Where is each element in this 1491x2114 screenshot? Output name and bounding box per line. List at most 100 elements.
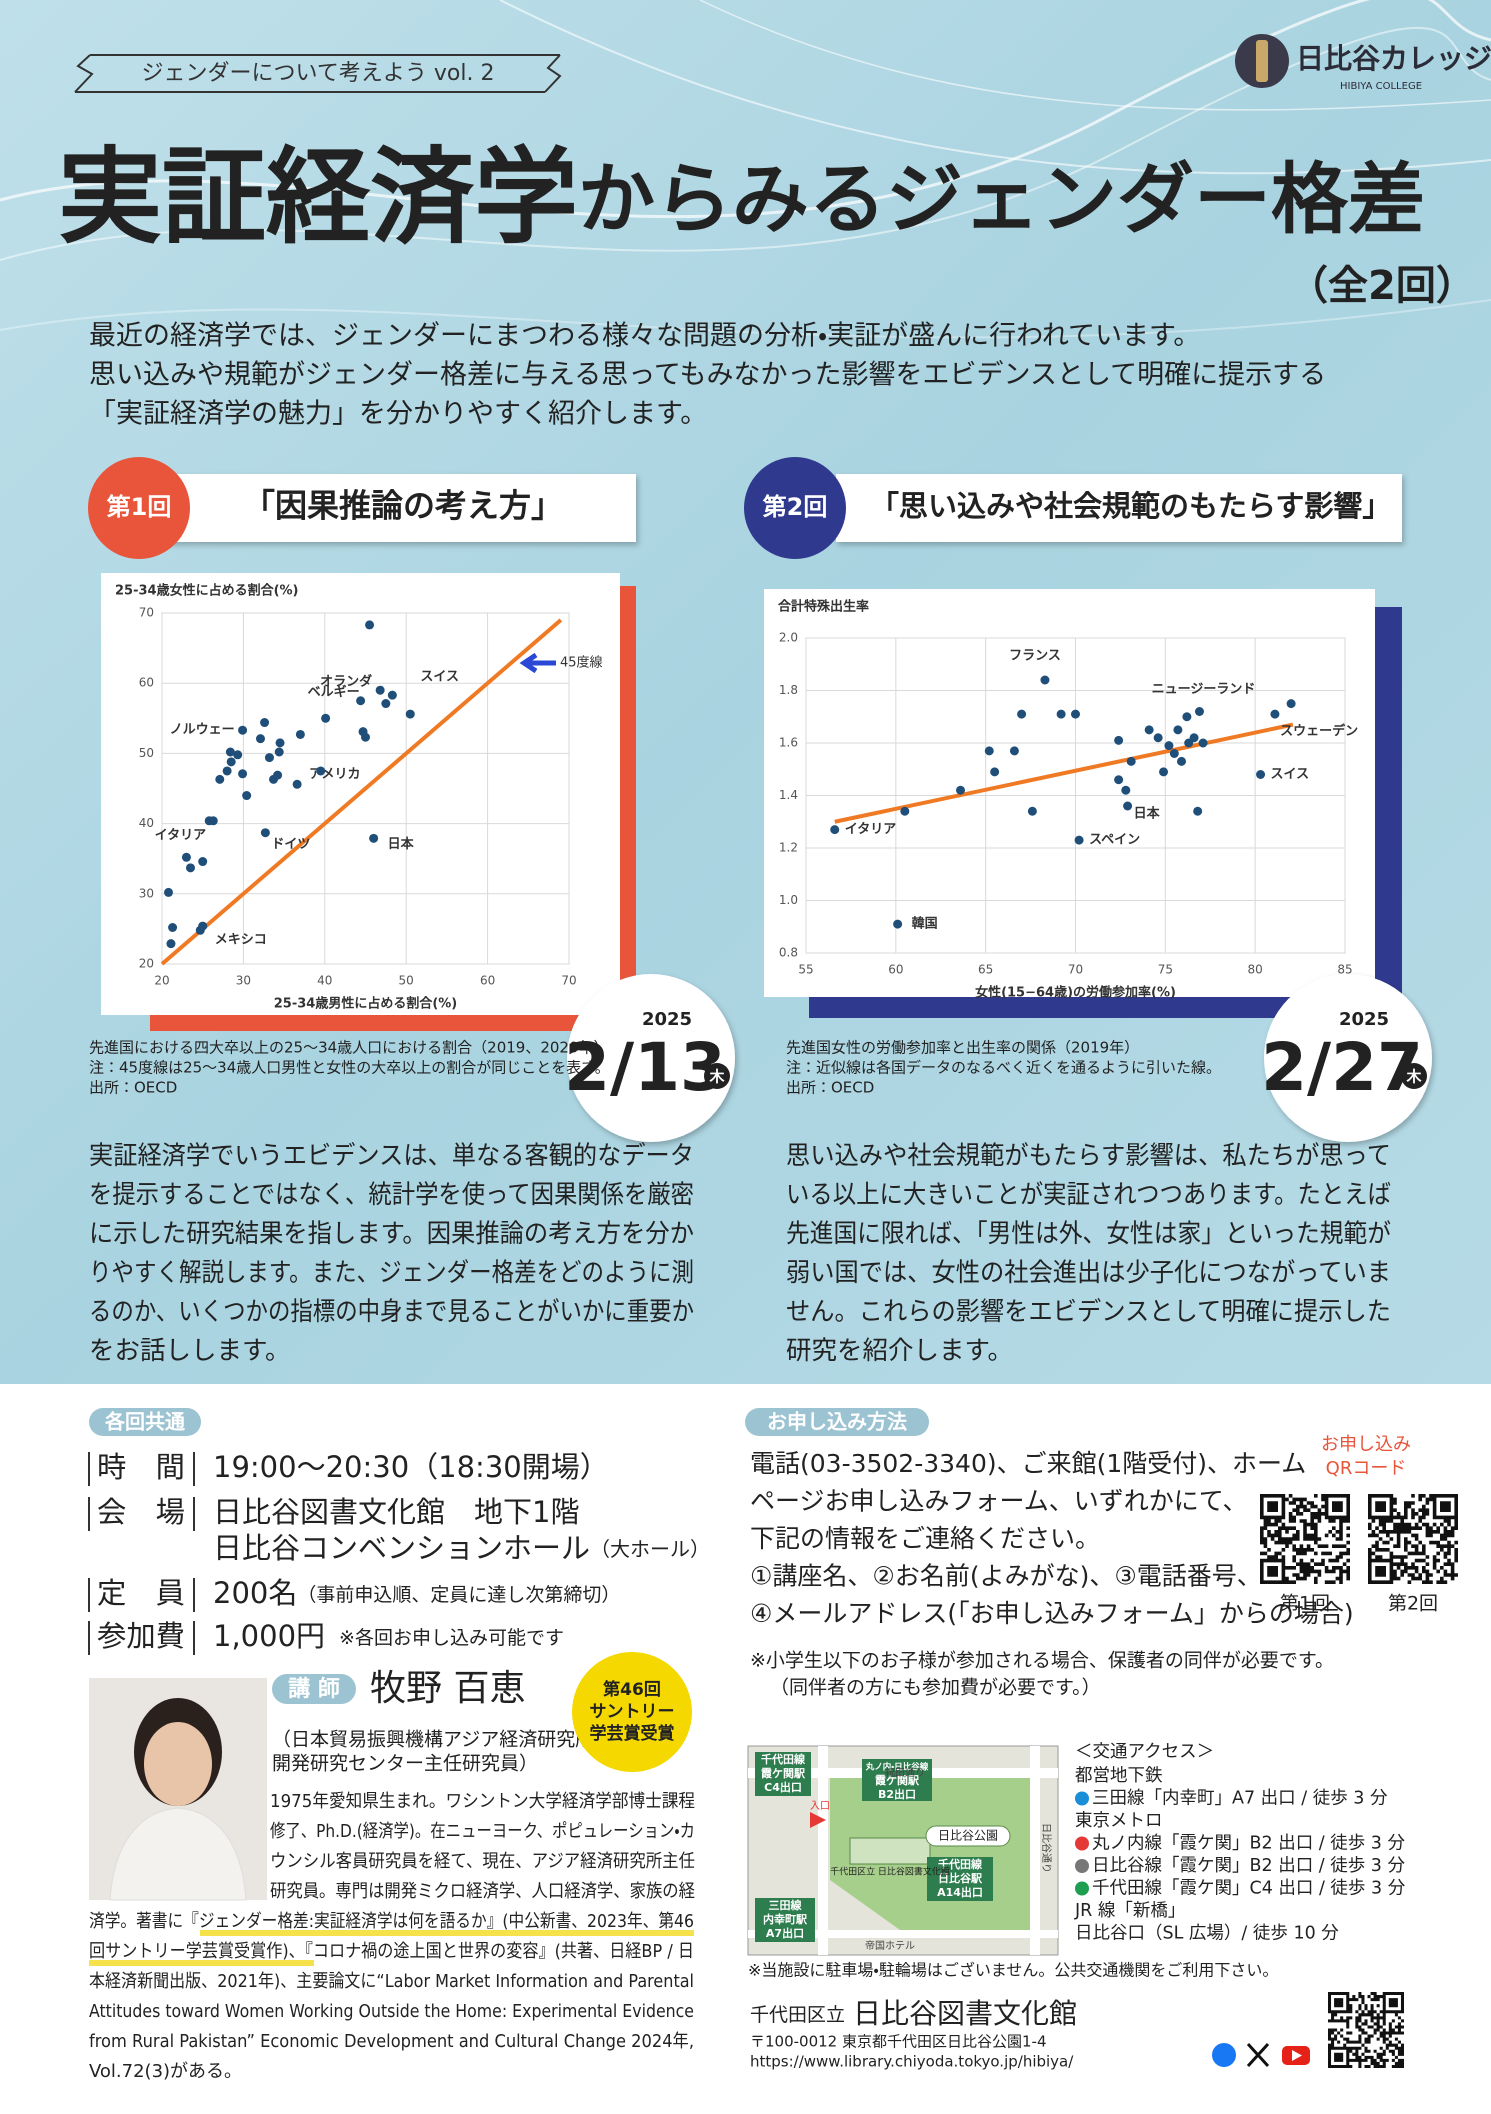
role-pill — [272, 1674, 356, 1704]
affiliation: （日本貿易振興機構アジア経済研究所 — [272, 1729, 594, 1751]
point-label: イタリア — [845, 822, 896, 837]
swooshes — [0, 0, 1491, 339]
y-axis-label: 合計特殊出生率 — [778, 599, 869, 615]
point-label: スウェーデン — [1280, 723, 1358, 739]
description-line: 研究を紹介します。 — [786, 1336, 1013, 1366]
bio-line: Vol.72(3)がある。 — [89, 2061, 242, 2082]
point — [1126, 756, 1136, 766]
facebook-icon — [1212, 2043, 1236, 2067]
y-tick-label: 1.8 — [779, 683, 798, 697]
y-tick-label: 30 — [139, 886, 154, 900]
point — [1027, 806, 1037, 816]
x-tick-label: 20 — [154, 974, 169, 988]
x-axis-label: 25-34歳男性に占める割合(%) — [274, 996, 458, 1012]
intro-line: 「実証経済学の魅力」を分かりやすく紹介します。 — [89, 399, 707, 430]
point-label: フランス — [1009, 649, 1061, 664]
point — [275, 738, 285, 748]
pill — [745, 1408, 929, 1436]
access-heading: ＜交通アクセス＞ — [1075, 1742, 1214, 1762]
qr-heading: QRコード — [1326, 1458, 1407, 1479]
point — [830, 825, 840, 835]
award-text: 第46回 — [602, 1679, 661, 1700]
annotation-arrow — [519, 652, 556, 674]
point — [1177, 756, 1187, 766]
venue: 千代田区立 日比谷図書文化館 — [750, 1997, 1077, 2030]
bio-line: 本経済新聞出版、2021年)、主要論文に“Labor Market Inform… — [89, 1971, 694, 1992]
row-value: 日比谷図書文化館 地下1階 — [213, 1495, 579, 1529]
point — [260, 718, 270, 728]
map-entrance — [810, 1812, 826, 1828]
row-label: 時 間 — [97, 1450, 185, 1484]
session-title: 「因果推論の考え方」 — [243, 487, 563, 525]
point-label: ニュージーランド — [1152, 682, 1256, 697]
qr-label: 第2回 — [1388, 1593, 1438, 1615]
badge-text: 第1回 — [107, 493, 172, 521]
badge-text: 第2回 — [763, 493, 828, 521]
point — [215, 774, 225, 784]
y-axis-label: 25-34歳女性に占める割合(%) — [115, 583, 299, 599]
access-line: 東京メトロ — [1075, 1811, 1163, 1831]
y-tick-label: 0.8 — [779, 946, 798, 960]
point — [1173, 725, 1183, 735]
x-icon — [1246, 2042, 1270, 2068]
role: 講 師 — [288, 1676, 340, 1702]
bio-line: 1975年愛知県生まれ。ワシントン大学経済学部博士課程 — [270, 1791, 695, 1812]
session-badge — [88, 457, 190, 559]
point — [356, 696, 366, 706]
point — [321, 713, 331, 723]
point — [1270, 709, 1280, 719]
trend-line — [160, 618, 563, 966]
station-label: 霞ケ関駅 — [875, 1774, 919, 1787]
point — [295, 729, 305, 739]
point-label: メキシコ — [215, 933, 267, 948]
description-line: いる以上に大きいことが実証されつつあります。たとえば — [786, 1180, 1391, 1210]
point — [1123, 801, 1133, 811]
point — [900, 806, 910, 816]
y-tick-label: 1.4 — [779, 788, 798, 802]
y-tick-label: 1.2 — [779, 841, 798, 855]
map-road — [1030, 1746, 1040, 1955]
x-tick-label: 50 — [399, 974, 414, 988]
row-note: （事前申込順、定員に達し次第締切） — [297, 1584, 620, 1606]
point — [1056, 709, 1066, 719]
date-circle — [1264, 974, 1432, 1142]
photo-person — [109, 1807, 247, 1901]
venue-ward: 千代田区立 — [750, 2004, 845, 2026]
point-label: スイス — [420, 670, 459, 685]
x-tick-label: 60 — [888, 963, 903, 977]
point — [893, 919, 903, 929]
point-label: スペイン — [1089, 833, 1140, 848]
point — [166, 939, 176, 949]
y-tick-label: 50 — [139, 746, 154, 760]
series-label: ジェンダーについて考えよう vol. 2 — [142, 61, 495, 86]
award-badge — [572, 1652, 692, 1772]
point — [405, 709, 415, 719]
description-line: をお話しします。 — [89, 1336, 290, 1366]
point — [369, 833, 379, 843]
point — [1159, 767, 1169, 777]
date: 2/13 — [564, 1029, 726, 1106]
point — [1114, 735, 1124, 745]
venue-url: https://www.library.chiyoda.tokyo.jp/hib… — [750, 2053, 1074, 2071]
point — [990, 767, 1000, 777]
title-note: （全2回） — [1288, 263, 1476, 309]
pill-text: 各回共通 — [104, 1410, 186, 1434]
point — [225, 747, 235, 757]
lecturer-name: 牧野 百恵 — [370, 1668, 525, 1709]
x-tick-label: 75 — [1158, 963, 1173, 977]
point — [292, 779, 302, 789]
park-label-bg — [925, 1825, 1011, 1847]
point — [255, 734, 265, 744]
point-label: 韓国 — [912, 916, 938, 932]
qr-code — [1328, 1992, 1404, 2068]
point — [361, 732, 370, 742]
point — [387, 690, 397, 700]
point — [1040, 675, 1050, 685]
access-line: 都営地下鉄 — [1075, 1766, 1163, 1786]
bio-line: Attitudes toward Women Working Outside t… — [89, 2001, 694, 2022]
highlight — [200, 1930, 694, 1936]
point — [274, 747, 284, 757]
x-tick-label: 55 — [798, 963, 813, 977]
row-note: （大ホール） — [590, 1537, 710, 1561]
